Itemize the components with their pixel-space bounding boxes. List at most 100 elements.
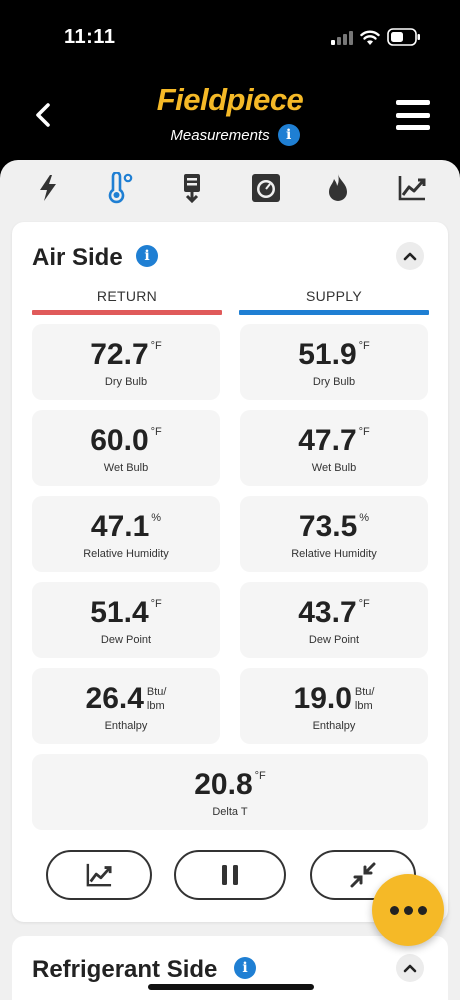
tab-temperature[interactable]	[104, 172, 136, 204]
reading-unit: %	[359, 512, 370, 524]
return-color-bar	[32, 310, 222, 315]
chevron-up-icon	[403, 252, 417, 261]
reading-unit: °F	[358, 340, 370, 352]
air-side-card: Air Side i RETURN SUPPLY 72.7 °F Dry Bulb…	[12, 222, 448, 922]
back-button[interactable]	[26, 98, 60, 132]
home-indicator	[148, 984, 314, 990]
info-icon[interactable]: i	[136, 245, 158, 267]
reading-label: Dew Point	[308, 634, 360, 646]
brand-logo: Fieldpiece	[156, 82, 304, 117]
tab-trends[interactable]	[396, 172, 428, 204]
reading-label: Dry Bulb	[312, 376, 356, 388]
reading-unit: °F	[150, 598, 162, 610]
hamburger-icon-line	[396, 125, 430, 130]
chevron-left-icon	[36, 103, 50, 127]
info-icon[interactable]: i	[277, 124, 300, 146]
reading-unit: °F	[254, 770, 266, 782]
reading-value: 60.0	[90, 424, 149, 457]
page-title-row: Measurements i	[150, 124, 320, 146]
collapse-button[interactable]	[396, 954, 424, 982]
content-sheet: Air Side i RETURN SUPPLY 72.7 °F Dry Bulb…	[0, 160, 460, 1000]
reading-value: 73.5	[298, 510, 358, 543]
reading-value: 47.7	[298, 424, 357, 457]
reading-unit: °F	[150, 426, 162, 438]
reading-unit: °F	[358, 426, 370, 438]
pause-button[interactable]	[174, 850, 286, 900]
pause-icon	[222, 865, 238, 885]
tab-airflow[interactable]	[176, 172, 208, 204]
supply-dew-point-tile[interactable]: 43.7 °F Dew Point	[240, 582, 428, 658]
tab-combustion[interactable]	[322, 172, 354, 204]
return-dry-bulb-tile[interactable]: 72.7 °F Dry Bulb	[32, 324, 220, 400]
return-wet-bulb-tile[interactable]: 60.0 °F Wet Bulb	[32, 410, 220, 486]
return-column-header: RETURN	[96, 288, 158, 304]
duct-icon	[184, 174, 200, 203]
status-bar: 11:11	[0, 0, 460, 76]
category-tabbar	[0, 160, 460, 216]
lightning-icon	[40, 175, 56, 201]
minimize-arrows-icon	[350, 862, 376, 888]
reading-value: 20.8	[194, 768, 253, 801]
return-enthalpy-tile[interactable]: 26.4 Btu/lbm Enthalpy	[32, 668, 220, 744]
reading-value: 19.0	[293, 682, 352, 715]
reading-label: Enthalpy	[312, 720, 356, 732]
battery-icon	[387, 28, 420, 46]
chevron-up-icon	[403, 964, 417, 973]
menu-button[interactable]	[396, 100, 430, 130]
flame-icon	[329, 174, 347, 201]
reading-label: Delta T	[212, 806, 248, 818]
chart-icon	[86, 863, 112, 887]
tab-electrical[interactable]	[32, 172, 64, 204]
more-dots-icon	[403, 905, 413, 915]
reading-unit-top: Btu/	[354, 686, 375, 698]
more-dots-icon	[417, 905, 427, 915]
reading-label: Wet Bulb	[311, 462, 357, 474]
reading-unit-bottom: lbm	[146, 700, 165, 712]
reading-unit-bottom: lbm	[354, 700, 373, 712]
top-bar: 11:11 Fieldpiece Measurements i	[0, 0, 460, 180]
info-icon[interactable]: i	[234, 957, 256, 979]
reading-label: Dry Bulb	[104, 376, 148, 388]
hamburger-icon-line	[396, 100, 430, 105]
status-time: 11:11	[64, 26, 116, 48]
collapse-button[interactable]	[396, 242, 424, 270]
tab-pressure[interactable]	[250, 172, 282, 204]
refrigerant-side-card: Refrigerant Side i	[12, 936, 448, 1000]
supply-color-bar	[239, 310, 429, 315]
reading-unit: °F	[358, 598, 370, 610]
reading-unit: %	[151, 512, 162, 524]
app-header: Fieldpiece Measurements i	[0, 76, 460, 166]
reading-label: Relative Humidity	[83, 548, 169, 560]
graph-button[interactable]	[46, 850, 152, 900]
reading-label: Relative Humidity	[291, 548, 377, 560]
reading-value: 51.4	[90, 596, 149, 629]
chart-icon	[398, 176, 426, 201]
return-humidity-tile[interactable]: 47.1% Relative Humidity	[32, 496, 220, 572]
gauge-icon	[252, 174, 280, 202]
supply-enthalpy-tile[interactable]: 19.0 Btu/lbm Enthalpy	[240, 668, 428, 744]
hamburger-icon-line	[396, 112, 430, 118]
more-dots-icon	[389, 905, 399, 915]
reading-value: 26.4	[85, 682, 144, 715]
delta-t-tile[interactable]: 20.8 °F Delta T	[32, 754, 428, 830]
supply-dry-bulb-tile[interactable]: 51.9 °F Dry Bulb	[240, 324, 428, 400]
reading-value: 43.7	[298, 596, 357, 629]
reading-value: 72.7	[90, 338, 149, 371]
supply-column-header: SUPPLY	[305, 288, 362, 304]
reading-value: 51.9	[298, 338, 357, 371]
reading-unit-top: Btu/	[146, 686, 167, 698]
section-title: Refrigerant Side	[32, 956, 218, 983]
reading-label: Dew Point	[100, 634, 152, 646]
reading-label: Enthalpy	[104, 720, 148, 732]
reading-value: 47.1	[90, 510, 150, 543]
thermometer-icon	[108, 172, 133, 204]
supply-wet-bulb-tile[interactable]: 47.7 °F Wet Bulb	[240, 410, 428, 486]
wifi-icon	[360, 30, 380, 45]
reading-unit: °F	[150, 340, 162, 352]
page-title: Measurements	[170, 126, 270, 144]
cellular-signal-icon	[331, 31, 353, 45]
supply-humidity-tile[interactable]: 73.5% Relative Humidity	[240, 496, 428, 572]
more-actions-button[interactable]	[372, 874, 444, 946]
section-title: Air Side	[32, 244, 123, 271]
return-dew-point-tile[interactable]: 51.4 °F Dew Point	[32, 582, 220, 658]
